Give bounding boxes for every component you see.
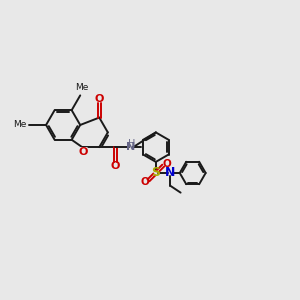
Text: O: O	[94, 94, 104, 104]
Text: N: N	[165, 167, 176, 179]
Text: O: O	[111, 161, 120, 171]
Text: O: O	[78, 147, 88, 157]
Text: O: O	[141, 177, 149, 187]
Text: S: S	[151, 167, 160, 179]
Text: N: N	[126, 142, 136, 152]
Text: O: O	[162, 159, 171, 169]
Text: Me: Me	[13, 121, 27, 130]
Text: Me: Me	[75, 83, 88, 92]
Text: H: H	[128, 139, 136, 148]
